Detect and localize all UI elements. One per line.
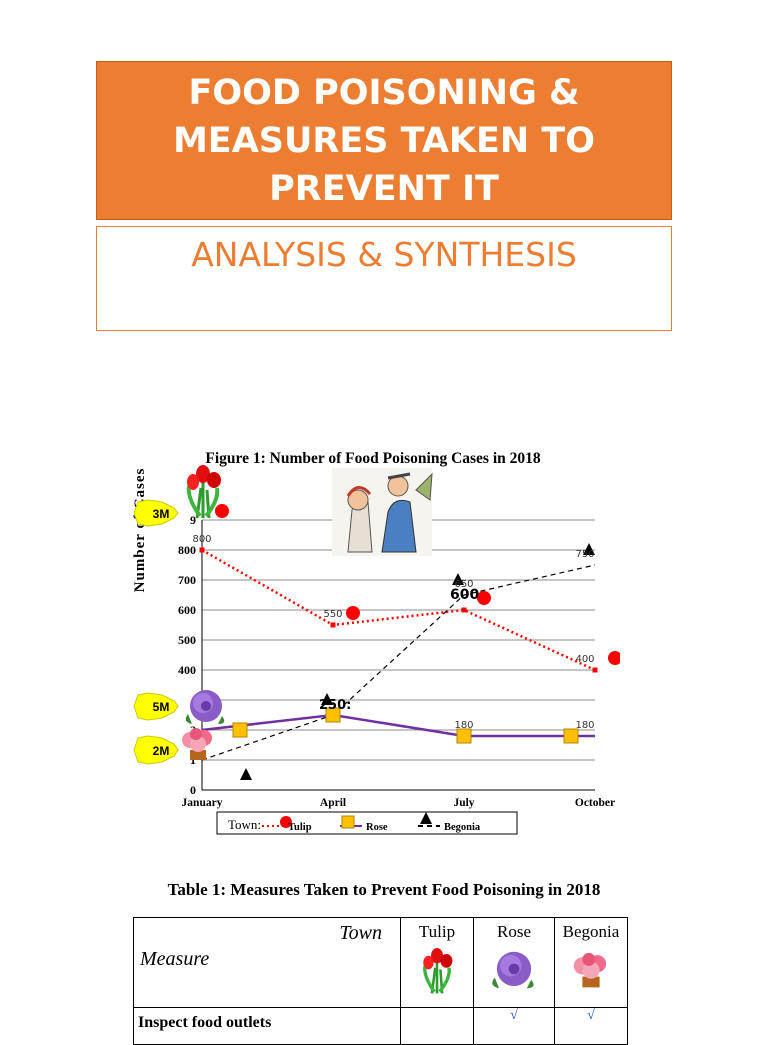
series-line (201, 548, 596, 672)
x-tick-labels: January April July October (182, 797, 616, 809)
tulip-marker (346, 606, 360, 620)
data-label: 800 (192, 534, 211, 545)
tick-cell (400, 1007, 474, 1045)
y-tick-label: 0 (190, 783, 196, 797)
y-tick-label: 500 (178, 633, 196, 647)
data-point (461, 607, 467, 613)
y-tick-label: 400 (178, 663, 196, 677)
subtitle-box: ANALYSIS & SYNTHESIS (96, 226, 672, 331)
y-tick-label: 700 (178, 573, 196, 587)
table-title: Table 1: Measures Taken to Prevent Food … (167, 880, 601, 899)
sick-people-illustration (332, 468, 433, 556)
legend-label: Rose (366, 822, 388, 833)
rose-marker (456, 728, 472, 744)
corner-cell: Town Measure (133, 917, 401, 1008)
begonia-marker (583, 543, 595, 555)
svg-text:3M: 3M (153, 507, 170, 521)
chart-annotations: 250: 600 (319, 587, 479, 713)
y-tick-label: 800 (178, 543, 196, 557)
tulip-marker (608, 651, 620, 665)
tick-cell: √ (473, 1007, 555, 1045)
series-line (201, 713, 595, 738)
badge-5m: 5M (133, 692, 179, 721)
column-header-rose: Rose (473, 917, 555, 1008)
y-axis-label: Number of Cases (132, 468, 148, 593)
chart-title: Figure 1: Number of Food Poisoning Cases… (205, 450, 541, 467)
data-label: 750 (575, 549, 594, 560)
x-tick-label: October (575, 797, 615, 809)
legend-marker (341, 815, 355, 829)
row-label: Inspect food outlets (133, 1007, 401, 1045)
data-label: 650 (454, 579, 473, 590)
rose-marker (232, 722, 248, 738)
begonia-flower-icon (182, 728, 212, 760)
tulip-flower-icon (421, 946, 455, 996)
data-label: 180 (575, 720, 594, 731)
column-header-begonia: Begonia (554, 917, 628, 1008)
legend-marker (420, 812, 432, 824)
begonia-marker (240, 768, 252, 780)
page-subtitle: ANALYSIS & SYNTHESIS (191, 235, 577, 274)
legend-title: Town: (228, 817, 261, 832)
rose-marker (325, 707, 341, 723)
title-banner: FOOD POISONING & MEASURES TAKEN TO PREVE… (96, 61, 672, 220)
corner-measure-label: Measure (140, 948, 210, 970)
x-tick-label: January (182, 797, 223, 809)
rose-flower-icon (185, 690, 225, 724)
annotation-250: 250: (319, 698, 351, 713)
data-labels: 800 550 400 180 180 650 750 (192, 534, 594, 731)
food-poisoning-chart: Figure 1: Number of Food Poisoning Cases… (132, 450, 620, 835)
series-layer (201, 548, 596, 761)
data-label: 550 (323, 609, 342, 620)
tulip-marker (215, 504, 229, 518)
svg-text:2M: 2M (153, 744, 170, 758)
table-row: Inspect food outlets √ √ (133, 1007, 628, 1045)
y-tick-label: 9 (190, 513, 196, 527)
markers-layer (199, 504, 620, 780)
y-tick-labels: 0124005006007008009 (178, 513, 196, 797)
series-line (201, 564, 596, 761)
page-title: FOOD POISONING & MEASURES TAKEN TO PREVE… (172, 72, 596, 209)
annotation-600: 600 (450, 587, 479, 603)
rose-marker (563, 728, 579, 744)
data-point (592, 667, 598, 673)
corner-town-label: Town (339, 922, 382, 944)
badge-3m: 3M (133, 499, 179, 527)
measures-table: Town Measure Tulip Rose Begonia Inspect … (133, 917, 628, 1045)
data-label: 400 (575, 654, 594, 665)
table-header-row: Town Measure Tulip Rose Begonia (133, 917, 628, 1008)
tulip-marker (477, 591, 491, 605)
begonia-flower-icon (573, 952, 607, 988)
legend-label: Tulip (288, 822, 312, 833)
y-tick-label: 1 (190, 753, 196, 767)
begonia-marker (452, 573, 464, 585)
x-tick-label: April (320, 797, 346, 809)
legend-label: Begonia (444, 822, 481, 833)
badge-2m: 2M (133, 735, 179, 765)
data-point (330, 622, 336, 628)
y-tick-label: 600 (178, 603, 196, 617)
x-tick-label: July (453, 797, 474, 809)
legend: Town: Tulip Rose Begonia (216, 811, 518, 835)
tick-cell: √ (554, 1007, 628, 1045)
begonia-marker (321, 693, 333, 705)
data-label: 180 (454, 720, 473, 731)
column-header-tulip: Tulip (400, 917, 474, 1008)
legend-marker (280, 816, 292, 828)
data-point (199, 547, 205, 553)
svg-text:5M: 5M (153, 700, 170, 714)
rose-flower-icon (492, 951, 534, 989)
